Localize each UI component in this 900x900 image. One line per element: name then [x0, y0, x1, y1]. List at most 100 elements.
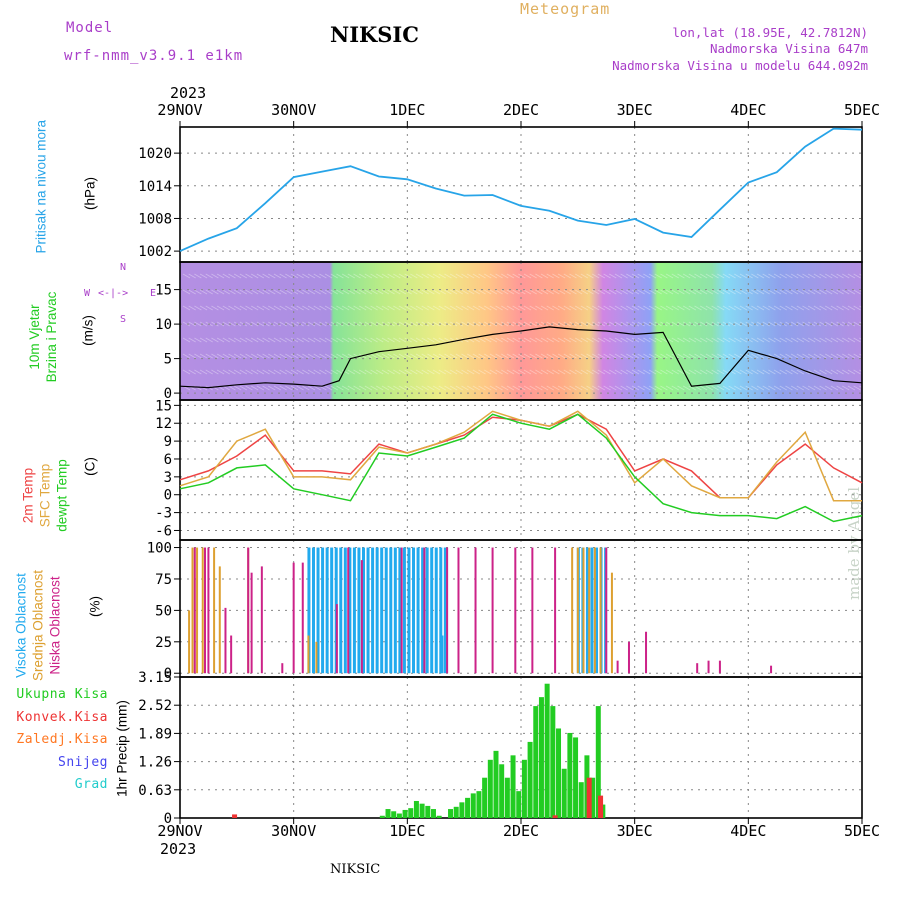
wind-barb — [319, 321, 327, 327]
temperature-line-1 — [179, 410, 862, 502]
wind-barb — [353, 273, 361, 279]
wind-barb — [591, 385, 600, 391]
wind-barb — [375, 337, 384, 343]
wind-barb — [421, 369, 429, 375]
wind-barb — [330, 353, 339, 359]
wind-barb — [535, 385, 543, 391]
wind-barb — [751, 385, 759, 391]
wind-barb — [233, 337, 242, 343]
wind-barb — [336, 321, 344, 327]
wind-barb — [483, 353, 492, 359]
wind-barb — [631, 289, 640, 295]
wind-barb — [722, 353, 731, 359]
cloud-bar — [230, 635, 233, 674]
precip-bar — [396, 813, 402, 818]
wind-barb — [830, 353, 839, 359]
wind-barb — [688, 385, 697, 391]
wind-barb — [478, 289, 486, 295]
precip-bar — [527, 741, 533, 818]
wind-barb — [591, 273, 600, 279]
wind-barb — [546, 289, 554, 295]
cloud-bar — [770, 665, 773, 674]
wind-barb — [762, 321, 770, 327]
wind-barb — [609, 353, 617, 359]
wind-barb — [262, 289, 270, 295]
wind-barb — [449, 369, 458, 375]
wind-barb — [859, 321, 867, 327]
wind-barb — [222, 305, 231, 311]
wind-barb — [358, 305, 367, 311]
wind-barb — [512, 385, 520, 391]
wind-barb — [796, 369, 805, 375]
wind-barb — [302, 289, 310, 295]
wind-barb — [398, 305, 407, 311]
wind-barb — [506, 337, 515, 343]
x-label-bottom: 30NOV — [271, 822, 316, 840]
cloud-bar — [645, 631, 648, 674]
wind-barb — [751, 353, 759, 359]
wind-barb — [432, 369, 441, 375]
wind-barb — [427, 321, 435, 327]
wind-barb — [682, 385, 691, 391]
wind-barb — [523, 289, 532, 295]
wind-barb — [512, 337, 520, 343]
wind-barb — [273, 289, 282, 295]
wind-barb — [546, 385, 554, 391]
wind-barb — [591, 289, 600, 295]
wind-barb — [745, 273, 753, 279]
wind-barb — [768, 273, 776, 279]
wind-barb — [438, 385, 446, 391]
wind-barb — [836, 337, 844, 343]
wind-barb — [785, 385, 793, 391]
wind-barb — [768, 305, 776, 311]
wind-barb — [341, 321, 350, 327]
wind-barb — [546, 273, 554, 279]
wind-barb — [677, 337, 685, 343]
wind-barb — [387, 289, 395, 295]
wind-barb — [222, 337, 231, 343]
wind-barb — [660, 289, 668, 295]
wind-barb — [853, 273, 861, 279]
wind-barb — [285, 385, 293, 391]
wind-barb — [824, 289, 833, 295]
wind-barb — [603, 305, 611, 311]
wind-barb — [620, 385, 628, 391]
wind-barb — [307, 369, 316, 375]
precip-bar — [465, 797, 471, 818]
precip-bar — [408, 808, 414, 818]
wind-barb — [336, 337, 344, 343]
wind-barb — [580, 385, 589, 391]
wind-barb — [574, 353, 583, 359]
wind-barb — [182, 305, 191, 311]
wind-barb — [245, 321, 253, 327]
cloud-bar — [425, 547, 429, 674]
wind-barb — [341, 305, 350, 311]
wind-barb — [665, 353, 674, 359]
wind-barb — [501, 353, 509, 359]
wind-barb — [370, 273, 378, 279]
wind-direction-key: N W <-|-> E S — [84, 262, 157, 325]
y-tick-label: 5 — [164, 352, 172, 368]
wind-barb — [245, 385, 253, 391]
wind-barb — [290, 369, 299, 375]
wind-barb — [705, 369, 714, 375]
wind-barb — [677, 369, 685, 375]
wind-barb — [216, 353, 225, 359]
wind-barb — [557, 289, 566, 295]
wind-barb — [455, 353, 464, 359]
wind-barb — [449, 289, 458, 295]
wind-barb — [205, 369, 213, 375]
wind-barb — [188, 353, 196, 359]
wind-barb — [768, 289, 776, 295]
wind-barb — [245, 305, 253, 311]
wind-barb — [501, 385, 509, 391]
wind-barb — [580, 369, 589, 375]
wind-barb — [682, 273, 691, 279]
wind-barb — [188, 273, 196, 279]
wind-barb — [387, 337, 395, 343]
wind-barb — [421, 305, 429, 311]
cloud-bar — [393, 547, 397, 674]
wind-barb — [671, 321, 680, 327]
cloud-bar — [301, 562, 304, 674]
wind-barb — [779, 353, 787, 359]
